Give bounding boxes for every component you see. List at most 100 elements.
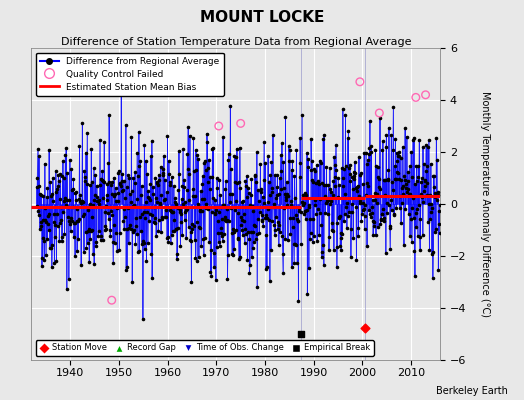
Point — [136, 214, 144, 220]
Point — [49, 175, 57, 182]
Point — [397, 220, 405, 226]
Point — [73, 218, 82, 224]
Point — [189, 134, 198, 141]
Point — [173, 251, 181, 257]
Point — [416, 234, 424, 241]
Point — [335, 212, 344, 219]
Point — [411, 272, 419, 279]
Point — [365, 207, 373, 213]
Point — [86, 228, 95, 234]
Point — [284, 193, 292, 200]
Point — [325, 164, 334, 171]
Point — [154, 228, 162, 234]
Point — [348, 186, 357, 192]
Point — [75, 198, 84, 204]
Point — [152, 199, 161, 205]
Point — [389, 210, 398, 217]
Point — [132, 223, 140, 229]
Point — [194, 201, 202, 207]
Point — [401, 206, 410, 212]
Point — [119, 178, 128, 184]
Point — [211, 210, 220, 216]
Point — [346, 254, 355, 260]
Point — [158, 214, 167, 220]
Point — [357, 170, 365, 176]
Point — [161, 196, 170, 202]
Point — [83, 129, 91, 136]
Point — [250, 222, 258, 228]
Point — [80, 168, 89, 174]
Point — [234, 210, 242, 216]
Point — [397, 155, 405, 161]
Point — [218, 216, 226, 222]
Point — [201, 205, 210, 212]
Point — [435, 230, 444, 236]
Point — [343, 224, 351, 231]
Point — [214, 230, 222, 236]
Point — [70, 220, 79, 226]
Point — [171, 198, 179, 205]
Point — [190, 223, 199, 229]
Point — [322, 200, 330, 206]
Point — [58, 238, 66, 245]
Point — [67, 228, 75, 234]
Point — [389, 147, 397, 153]
Point — [350, 173, 358, 179]
Point — [253, 284, 261, 290]
Point — [258, 218, 267, 224]
Point — [72, 206, 81, 212]
Point — [244, 185, 252, 192]
Point — [138, 211, 147, 218]
Point — [236, 184, 245, 191]
Point — [332, 142, 340, 148]
Point — [248, 254, 256, 260]
Point — [325, 247, 333, 254]
Point — [158, 216, 166, 222]
Point — [41, 217, 49, 223]
Point — [227, 204, 235, 211]
Point — [420, 183, 429, 189]
Point — [337, 234, 346, 241]
Point — [354, 225, 363, 232]
Point — [391, 176, 400, 182]
Point — [69, 176, 78, 183]
Point — [334, 174, 342, 181]
Point — [194, 156, 202, 162]
Point — [104, 160, 113, 166]
Point — [197, 243, 205, 249]
Point — [188, 221, 196, 228]
Point — [280, 205, 288, 212]
Point — [421, 177, 430, 184]
Point — [414, 202, 423, 208]
Point — [429, 172, 438, 179]
Point — [242, 183, 250, 190]
Point — [166, 182, 174, 188]
Point — [368, 196, 377, 203]
Point — [400, 173, 409, 179]
Point — [163, 133, 172, 139]
Point — [247, 175, 256, 182]
Point — [57, 216, 65, 223]
Point — [138, 316, 147, 323]
Point — [128, 278, 136, 285]
Point — [318, 248, 326, 255]
Point — [416, 247, 424, 254]
Point — [379, 217, 388, 224]
Point — [162, 214, 170, 220]
Point — [106, 227, 114, 233]
Point — [236, 120, 245, 126]
Point — [342, 163, 351, 169]
Point — [407, 149, 416, 155]
Point — [245, 270, 254, 276]
Point — [109, 260, 117, 267]
Point — [283, 190, 291, 197]
Point — [54, 172, 62, 178]
Point — [267, 159, 276, 166]
Point — [226, 102, 235, 109]
Point — [215, 243, 224, 250]
Point — [84, 228, 92, 234]
Point — [239, 198, 247, 204]
Point — [384, 176, 392, 183]
Point — [100, 179, 108, 185]
Point — [339, 106, 347, 112]
